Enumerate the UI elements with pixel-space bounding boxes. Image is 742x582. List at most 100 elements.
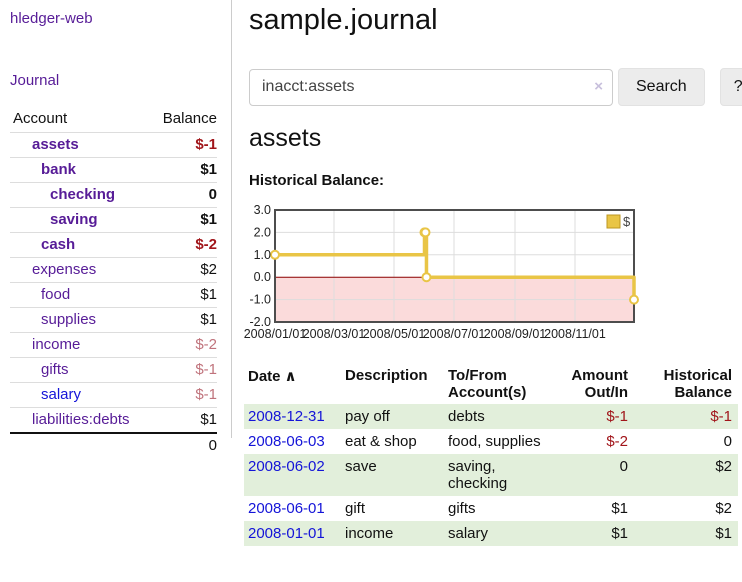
transaction-description: income [345,525,394,542]
balance-column-header: Historical Balance [663,367,732,401]
transaction-amount: $1 [611,500,628,517]
transaction-description: gift [345,500,366,517]
account-row: saving $1 [10,207,217,232]
transaction-date-link[interactable]: 2008-12-31 [248,408,325,425]
account-row: cash $-2 [10,232,217,257]
chart-x-tick-label: 2008/03/01 [303,327,366,341]
help-button[interactable]: ? [719,68,742,106]
clear-search-icon[interactable]: × [594,77,603,95]
account-balance: $-1 [195,386,217,403]
sidebar-account-link-gifts[interactable]: gifts [41,361,69,378]
description-column-header: Description [345,367,428,384]
sidebar: hledger-web Journal Account Balance asse… [0,0,232,454]
account-row: income $-2 [10,332,217,357]
transaction-description: eat & shop [345,433,417,450]
sidebar-account-link-expenses[interactable]: expenses [32,261,97,278]
account-balance: $1 [200,211,217,228]
chart-y-tick-label: 2.0 [254,225,271,239]
amount-column-header: Amount Out/In [571,367,628,401]
transaction-accounts: food, supplies [448,433,541,450]
search-button[interactable]: Search [618,68,705,106]
account-row: gifts $-1 [10,357,217,382]
account-row: liabilities:debts $1 [10,407,217,432]
chart-y-tick-label: 0.0 [254,270,271,284]
chart-x-tick-label: 2008/11/01 [544,327,606,341]
chart-legend-label: $ [623,214,631,229]
register-table: Date ∧ Description To/From Account(s) Amo… [244,364,738,546]
main-content: sample.journal × Search ? assets Histori… [233,0,742,582]
chart-data-point [270,249,280,260]
account-balance: $-1 [195,361,217,378]
register-row: 2008-12-31 pay off debts $-1 $-1 [244,404,738,429]
sidebar-account-link-assets[interactable]: assets [32,136,79,153]
register-row: 2008-06-01 gift gifts $1 $2 [244,496,738,521]
register-row: 2008-06-03 eat & shop food, supplies $-2 0 [244,429,738,454]
transaction-balance: 0 [723,433,732,450]
sidebar-account-link-cash[interactable]: cash [41,236,76,253]
sidebar-account-link-liabilities-debts[interactable]: liabilities:debts [32,411,130,428]
transaction-description: pay off [345,408,390,425]
account-balance: $-2 [195,336,217,353]
date-column-header[interactable]: Date ∧ [248,368,297,385]
chart-x-tick-label: 2008/09/01 [484,327,547,341]
chart-x-tick-label: 2008/05/01 [363,327,426,341]
balance-column-header: Balance [162,110,217,127]
transaction-amount: 0 [619,458,628,475]
account-row: bank $1 [10,157,217,182]
chart-y-tick-label: -1.0 [249,293,271,307]
chart-plot-border [274,209,635,323]
search-bar: × Search ? [249,68,742,106]
account-row: assets $-1 [10,132,217,157]
account-row: supplies $1 [10,307,217,332]
search-input[interactable] [249,68,613,106]
sidebar-account-link-food[interactable]: food [41,286,71,303]
sidebar-account-link-bank[interactable]: bank [41,161,77,178]
app-title-link[interactable]: hledger-web [10,10,93,27]
account-balance-table: Account Balance assets $-1 bank $1 checking 0… [10,106,217,457]
transaction-balance: $-1 [710,408,732,425]
transaction-accounts: debts [448,408,485,425]
register-row: 2008-01-01 income salary $1 $1 [244,521,738,546]
transaction-amount: $1 [611,525,628,542]
transaction-date-link[interactable]: 2008-06-01 [248,500,325,517]
transaction-date-link[interactable]: 2008-06-02 [248,458,325,475]
sidebar-account-link-income[interactable]: income [32,336,81,353]
page-title: sample.journal [249,4,438,36]
chart-legend-swatch [606,214,621,229]
account-row: food $1 [10,282,217,307]
account-column-header: Account [13,110,68,127]
transaction-accounts: salary [448,525,489,542]
account-balance: $1 [200,411,217,428]
sidebar-account-link-salary[interactable]: salary [41,386,82,403]
sidebar-account-link-checking[interactable]: checking [50,186,116,203]
transaction-balance: $2 [715,500,732,517]
chart-data-point [421,272,432,283]
chart-y-tick-label: 1.0 [254,248,271,262]
account-balance: $-1 [195,136,217,153]
accounts-column-header: To/From Account(s) [448,367,527,401]
account-balance: $1 [200,311,217,328]
chart-title: Historical Balance: [249,172,385,189]
account-balance: $1 [200,286,217,303]
total-balance: 0 [208,437,217,454]
transaction-balance: $1 [715,525,732,542]
chart-x-tick-label: 2008/07/01 [423,327,486,341]
transaction-date-link[interactable]: 2008-01-01 [248,525,325,542]
sidebar-account-link-supplies[interactable]: supplies [41,311,97,328]
account-total-row: 0 [10,432,217,457]
sidebar-item-journal[interactable]: Journal [10,72,60,89]
account-balance: $-2 [195,236,217,253]
transaction-accounts: gifts [448,500,476,517]
chart-y-tick-label: -2.0 [249,315,271,329]
transaction-amount: $-2 [606,433,628,450]
account-balance: 0 [208,186,217,203]
register-row: 2008-06-02 save saving, checking 0 $2 [244,454,738,496]
sort-ascending-icon: ∧ [284,368,297,385]
sidebar-account-link-saving[interactable]: saving [50,211,98,228]
account-balance: $2 [200,261,217,278]
account-row: salary $-1 [10,382,217,407]
transaction-date-link[interactable]: 2008-06-03 [248,433,325,450]
register-header-row: Date ∧ Description To/From Account(s) Amo… [244,364,738,404]
chart-data-point [629,294,639,305]
